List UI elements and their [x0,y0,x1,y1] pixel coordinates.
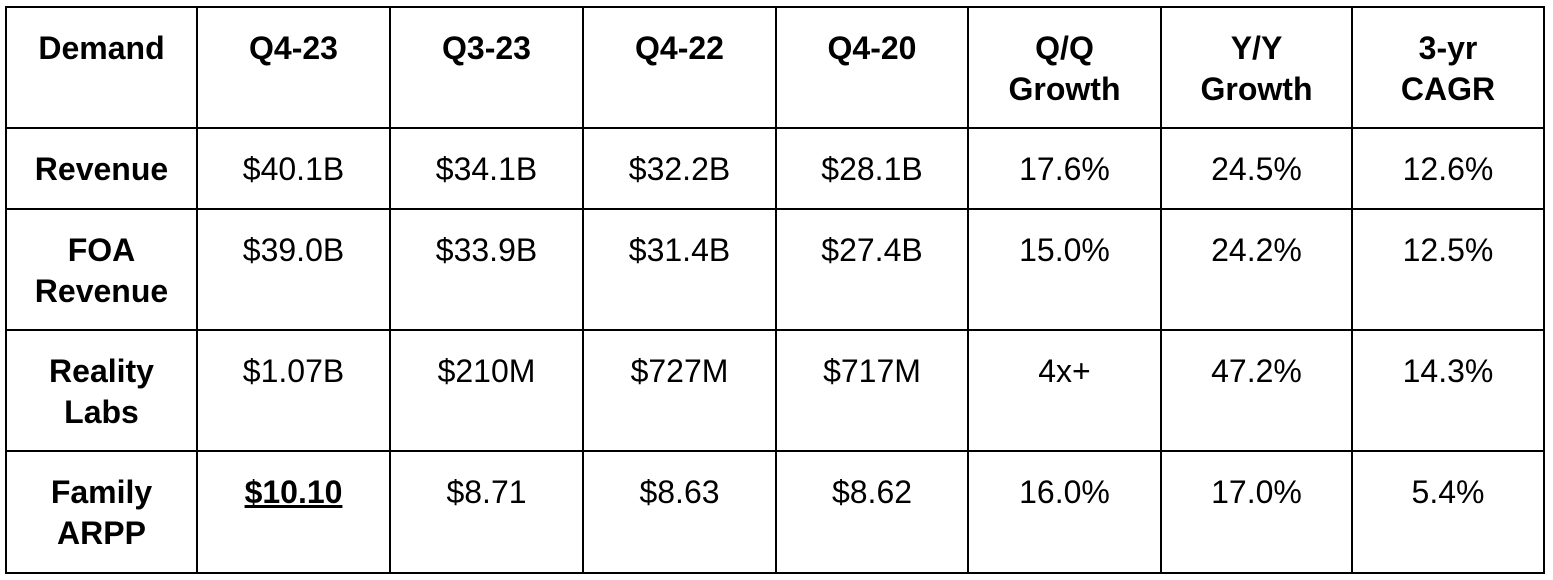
header-cell: Q4-20 [775,6,969,129]
data-cell: 47.2% [1160,329,1353,452]
header-cell: Q4-23 [196,6,391,129]
data-cell: $717M [775,329,969,452]
header-cell: Q/Q Growth [967,6,1162,129]
data-cell: $27.4B [775,208,969,331]
header-cell: Q4-22 [582,6,777,129]
data-cell: $8.71 [389,450,584,574]
data-row: Family ARPP $10.10 $8.71 $8.63 $8.62 16.0% 17.… [5,450,1545,574]
data-cell: $8.62 [775,450,969,574]
data-cell: 15.0% [967,208,1162,331]
data-cell: 17.0% [1160,450,1353,574]
data-row: FOA Revenue $39.0B $33.9B $31.4B $27.4B 15.0%… [5,208,1545,331]
data-row: Reality Labs $1.07B $210M $727M $717M 4x+ 47.2… [5,329,1545,452]
row-header-cell: Revenue [5,127,198,210]
data-cell: $1.07B [196,329,391,452]
data-cell: 16.0% [967,450,1162,574]
data-cell: $210M [389,329,584,452]
data-cell: 5.4% [1351,450,1545,574]
header-cell: Q3-23 [389,6,584,129]
data-cell: 24.2% [1160,208,1353,331]
data-cell: $40.1B [196,127,391,210]
data-row: Revenue $40.1B $34.1B $32.2B $28.1B 17.6% 24.5… [5,127,1545,210]
data-cell: $39.0B [196,208,391,331]
row-header-cell: Reality Labs [5,329,198,452]
data-cell: 14.3% [1351,329,1545,452]
row-header-cell: FOA Revenue [5,208,198,331]
data-cell: $32.2B [582,127,777,210]
data-cell: $33.9B [389,208,584,331]
data-cell: 12.6% [1351,127,1545,210]
data-cell: 24.5% [1160,127,1353,210]
header-cell: Y/Y Growth [1160,6,1353,129]
data-cell: $727M [582,329,777,452]
data-cell: $28.1B [775,127,969,210]
data-cell: 17.6% [967,127,1162,210]
data-cell: $8.63 [582,450,777,574]
header-cell: 3-yr CAGR [1351,6,1545,129]
data-cell: $10.10 [196,450,391,574]
header-cell: Demand [5,6,198,129]
header-row: Demand Q4-23 Q3-23 Q4-22 Q4-20 Q/Q Growth Y/Y … [5,6,1545,129]
data-cell: $31.4B [582,208,777,331]
data-cell: 12.5% [1351,208,1545,331]
demand-table: Demand Q4-23 Q3-23 Q4-22 Q4-20 Q/Q Growth Y/Y … [5,6,1545,574]
data-cell: 4x+ [967,329,1162,452]
row-header-cell: Family ARPP [5,450,198,574]
data-cell: $34.1B [389,127,584,210]
